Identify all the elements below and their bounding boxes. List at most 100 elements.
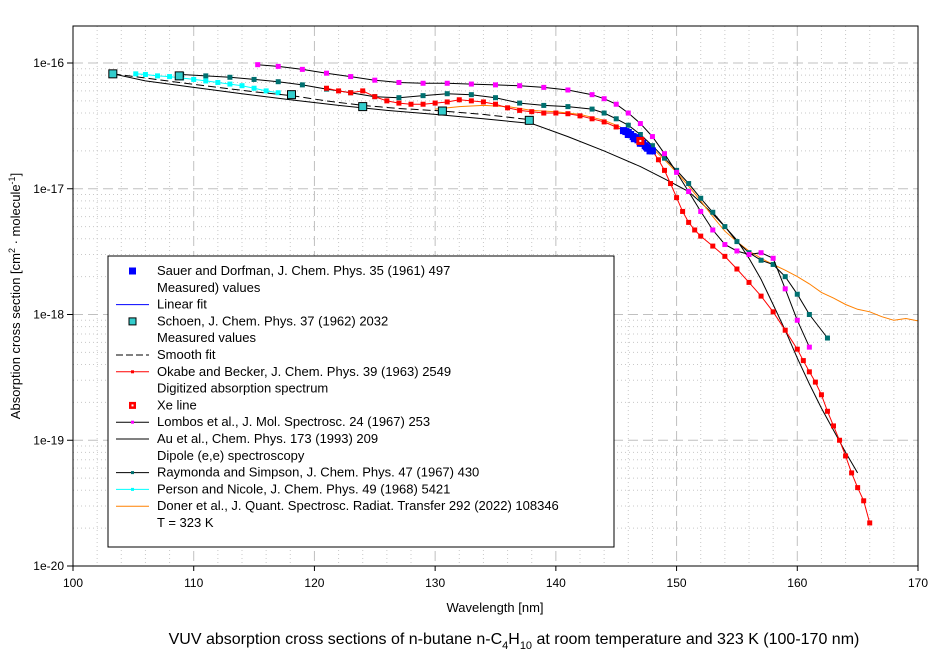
data-point	[637, 132, 643, 138]
data-point	[468, 92, 474, 98]
data-point	[517, 107, 523, 113]
data-point	[565, 111, 571, 117]
data-point	[255, 62, 261, 68]
series-6	[255, 62, 812, 350]
y-tick-label: 1e-16	[33, 56, 64, 70]
data-point	[698, 233, 704, 239]
data-point	[686, 189, 692, 195]
series-clip	[108, 62, 918, 526]
legend-symbol	[129, 267, 136, 275]
data-point	[710, 209, 716, 215]
data-point	[468, 81, 474, 87]
legend-label: Raymonda and Simpson, J. Chem. Phys. 47 …	[157, 465, 479, 480]
data-point	[239, 83, 245, 89]
data-point	[662, 151, 667, 157]
data-point	[613, 124, 619, 130]
legend-label: Lombos et al., J. Mol. Spectrosc. 24 (19…	[157, 414, 430, 429]
data-point	[831, 423, 836, 429]
data-point	[655, 157, 661, 163]
data-point	[782, 274, 788, 280]
data-point	[794, 346, 800, 352]
data-point	[734, 266, 740, 272]
data-point	[142, 72, 148, 78]
data-point	[692, 227, 698, 233]
data-point	[601, 96, 607, 102]
legend-label: Linear fit	[157, 297, 207, 312]
data-point	[456, 97, 462, 103]
legend-label-line2: T = 323 K	[157, 515, 214, 530]
data-point	[589, 106, 595, 112]
data-point	[372, 94, 378, 100]
data-point	[408, 101, 414, 107]
data-point	[565, 104, 571, 110]
data-point	[855, 485, 861, 491]
data-point	[686, 181, 692, 187]
plot-frame	[72, 25, 919, 567]
data-point	[758, 293, 764, 299]
data-point	[505, 105, 511, 111]
legend-label-line2: Measured) values	[157, 280, 261, 295]
data-point	[517, 83, 523, 89]
legend-label-line2: Measured values	[157, 330, 256, 345]
data-point	[577, 113, 583, 119]
legend-symbol-marker	[131, 471, 134, 475]
data-point	[758, 257, 764, 263]
data-point	[174, 71, 184, 81]
data-point	[770, 261, 776, 267]
data-point	[517, 100, 523, 106]
data-point	[589, 116, 595, 122]
legend-label: Xe line	[157, 397, 197, 412]
y-axis-label: Absorption cross section [cm2 · molecule…	[7, 173, 23, 419]
data-point	[722, 242, 728, 248]
legend-symbol	[128, 317, 137, 326]
data-point	[861, 498, 867, 504]
data-point	[227, 74, 233, 80]
x-tick-label: 110	[184, 576, 203, 590]
data-point	[336, 88, 342, 94]
data-point	[360, 88, 366, 94]
data-point	[396, 95, 402, 101]
legend-symbol-center	[131, 404, 134, 407]
data-point	[191, 76, 197, 82]
data-point	[824, 408, 830, 414]
data-point	[480, 99, 486, 105]
data-point	[275, 90, 281, 96]
data-point	[674, 169, 680, 175]
x-tick-label: 100	[63, 576, 83, 590]
data-point	[710, 227, 716, 233]
y-tick-label: 1e-20	[33, 559, 64, 573]
data-point	[698, 208, 704, 214]
data-point	[251, 85, 257, 91]
data-point	[372, 77, 378, 83]
data-point	[493, 82, 498, 88]
x-tick-label: 130	[425, 576, 445, 590]
data-point	[384, 98, 390, 104]
data-point	[824, 335, 830, 341]
data-point	[680, 208, 686, 214]
legend-label: Sauer and Dorfman, J. Chem. Phys. 35 (19…	[157, 263, 450, 278]
data-point	[215, 79, 221, 85]
legend-symbol-marker	[131, 487, 134, 491]
data-point	[251, 76, 257, 82]
data-point	[746, 252, 752, 258]
y-axis: 1e-16 1e-17 1e-18 1e-19 1e-20	[33, 56, 73, 573]
legend: Sauer and Dorfman, J. Chem. Phys. 35 (19…	[107, 255, 615, 548]
data-point	[758, 250, 764, 256]
data-point	[806, 312, 812, 317]
data-point	[722, 224, 728, 230]
x-axis: 100 110 120 130 140 150 160 170	[63, 566, 928, 590]
data-point	[601, 110, 607, 116]
data-point	[734, 239, 740, 245]
data-point	[167, 74, 173, 80]
data-point-center	[639, 139, 642, 142]
data-point	[275, 79, 281, 85]
data-point	[710, 243, 716, 249]
data-point	[794, 291, 800, 297]
data-point	[589, 92, 595, 98]
data-point	[662, 167, 667, 173]
data-point	[227, 81, 233, 87]
y-tick-label: 1e-17	[33, 182, 64, 196]
data-point	[358, 102, 368, 112]
legend-label: Okabe and Becker, J. Chem. Phys. 39 (196…	[157, 364, 451, 379]
